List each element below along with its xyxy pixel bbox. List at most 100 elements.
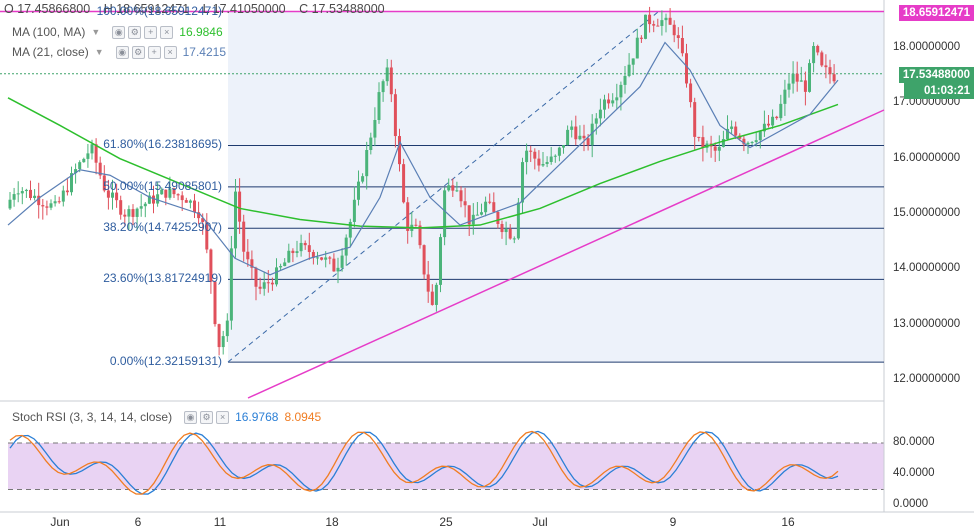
chevron-down-icon[interactable]: ▼ bbox=[94, 47, 104, 57]
fib-label: 100.00%(18.65912471) bbox=[96, 3, 222, 18]
candle-down bbox=[29, 189, 32, 199]
candle-down bbox=[180, 195, 184, 201]
candle-up bbox=[229, 248, 233, 321]
candle-down bbox=[266, 282, 270, 284]
plus-icon[interactable]: + bbox=[144, 25, 158, 39]
candle-up bbox=[623, 75, 627, 85]
gear-icon[interactable]: ⚙ bbox=[128, 25, 142, 39]
candle-down bbox=[238, 191, 242, 222]
candle-up bbox=[627, 64, 631, 76]
candle-down bbox=[582, 135, 586, 139]
fib-anchor-line bbox=[227, 11, 659, 363]
candle-up bbox=[365, 149, 369, 177]
candle-down bbox=[389, 67, 393, 95]
candle-up bbox=[49, 203, 53, 208]
chevron-down-icon[interactable]: ▼ bbox=[91, 27, 101, 37]
candle-down bbox=[672, 24, 676, 36]
candle-up bbox=[385, 67, 389, 82]
candle-down bbox=[205, 221, 209, 250]
candle-up bbox=[721, 139, 725, 147]
eye-icon[interactable]: ◉ bbox=[112, 25, 126, 39]
candle-down bbox=[303, 242, 307, 246]
plus-icon[interactable]: + bbox=[147, 45, 161, 59]
candle-up bbox=[147, 195, 151, 204]
candle-down bbox=[680, 38, 684, 54]
close-icon[interactable]: × bbox=[216, 410, 230, 424]
candle-down bbox=[734, 126, 738, 136]
fib-label: 23.60%(13.81724919) bbox=[103, 271, 222, 286]
osc-tick-label: 80.0000 bbox=[893, 436, 935, 448]
high-price-label: 18.65912471 bbox=[898, 5, 974, 21]
candle-down bbox=[652, 24, 656, 26]
candle-down bbox=[152, 195, 155, 204]
eye-icon[interactable]: ◉ bbox=[184, 410, 198, 424]
candle-up bbox=[578, 135, 582, 140]
date-tick-label: 9 bbox=[669, 515, 677, 529]
candle-down bbox=[201, 218, 205, 222]
candle-down bbox=[586, 138, 590, 146]
candle-up bbox=[590, 123, 594, 146]
candle-down bbox=[98, 162, 102, 176]
candle-up bbox=[746, 142, 750, 145]
candle-up bbox=[521, 162, 524, 203]
candle-up bbox=[475, 214, 479, 216]
eye-icon[interactable]: ◉ bbox=[115, 45, 129, 59]
candle-up bbox=[557, 147, 561, 156]
candle-down bbox=[197, 212, 201, 219]
stoch-k-line bbox=[9, 430, 839, 495]
candle-up bbox=[660, 20, 664, 26]
candle-up bbox=[70, 173, 73, 193]
candle-up bbox=[20, 191, 24, 194]
candle-up bbox=[373, 120, 377, 138]
candle-down bbox=[463, 201, 467, 206]
candle-down bbox=[115, 192, 119, 201]
close-icon[interactable]: × bbox=[160, 25, 174, 39]
candle-down bbox=[689, 83, 693, 103]
candle-down bbox=[488, 201, 492, 203]
ma100-legend[interactable]: MA (100, MA) ▼ ◉ ⚙ + × 16.9846 bbox=[12, 25, 223, 39]
candle-down bbox=[828, 67, 832, 75]
candle-down bbox=[123, 214, 127, 217]
ma100-line bbox=[7, 97, 839, 229]
candle-up bbox=[635, 37, 639, 59]
candle-down bbox=[119, 200, 123, 215]
candle-down bbox=[406, 202, 410, 231]
candle-up bbox=[808, 63, 811, 92]
price-tick-label: 18.00000000 bbox=[893, 41, 961, 53]
candle-down bbox=[209, 249, 213, 282]
close-icon[interactable]: × bbox=[163, 45, 177, 59]
candle-down bbox=[217, 324, 221, 348]
candle-up bbox=[812, 45, 816, 64]
candle-down bbox=[176, 194, 180, 196]
candle-up bbox=[439, 237, 442, 285]
ohlc-readout: O 17.45866800 H 18.65912471 L 17.4105000… bbox=[4, 2, 395, 16]
fib-label: 0.00%(12.32159131) bbox=[109, 354, 222, 369]
candle-up bbox=[221, 336, 225, 348]
candle-up bbox=[275, 267, 278, 285]
candle-up bbox=[598, 109, 602, 119]
candle-up bbox=[53, 201, 57, 204]
candle-up bbox=[344, 237, 348, 256]
candle-down bbox=[45, 206, 49, 208]
candle-up bbox=[24, 189, 28, 192]
candle-down bbox=[685, 53, 688, 84]
candle-down bbox=[492, 202, 496, 212]
candle-up bbox=[299, 242, 303, 252]
candle-up bbox=[447, 185, 451, 191]
candle-down bbox=[529, 150, 533, 152]
gear-icon[interactable]: ⚙ bbox=[131, 45, 145, 59]
stoch-d-value: 8.0945 bbox=[284, 410, 322, 424]
candle-down bbox=[607, 99, 611, 104]
candle-down bbox=[57, 201, 61, 203]
ma21-legend[interactable]: MA (21, close) ▼ ◉ ⚙ + × 17.4215 bbox=[12, 45, 226, 59]
price-tick-label: 12.00000000 bbox=[893, 372, 961, 385]
candle-down bbox=[258, 286, 262, 289]
stoch-rsi-legend[interactable]: Stoch RSI (3, 3, 14, 14, close) ◉ ⚙ × 16… bbox=[12, 410, 321, 424]
gear-icon[interactable]: ⚙ bbox=[200, 410, 214, 424]
candle-down bbox=[816, 45, 820, 53]
candle-up bbox=[562, 145, 565, 148]
candle-down bbox=[393, 94, 397, 137]
candle-up bbox=[541, 164, 545, 166]
candle-up bbox=[262, 282, 266, 289]
